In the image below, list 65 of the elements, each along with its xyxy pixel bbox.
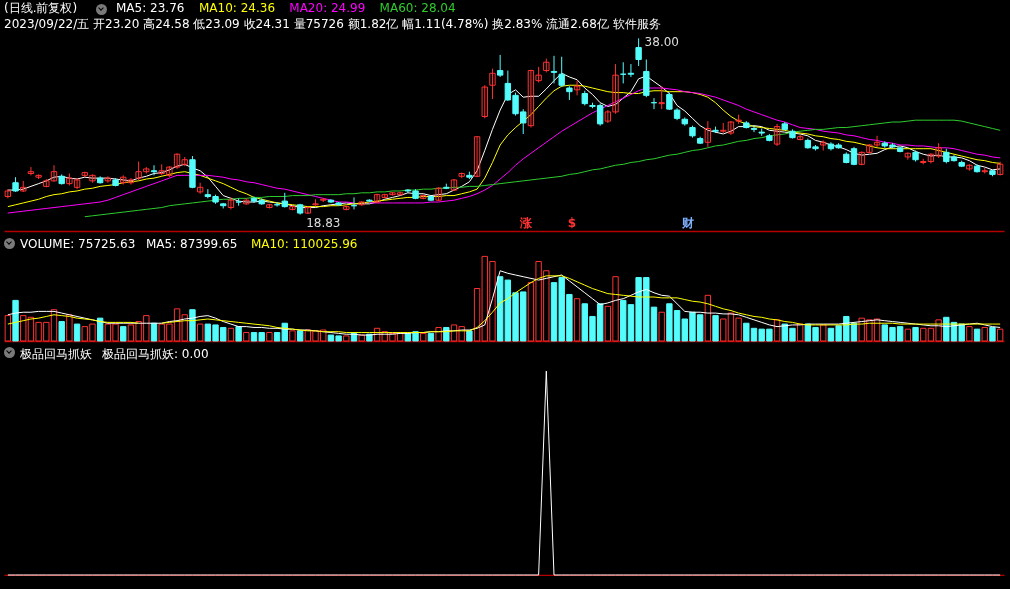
candlestick [558, 56, 565, 88]
bar [120, 326, 127, 342]
chart-subtitle: 2023/09/22/五 开23.20 高24.58 低23.09 收24.31 量75726 额1.82亿 幅1.11(4.78%) 换2.83% 流通2.68亿 软件服务 [4, 17, 661, 31]
text: 财 [681, 216, 694, 230]
bar [996, 328, 1004, 342]
candlestick [704, 120, 712, 148]
candlestick [481, 84, 488, 119]
candlestick [550, 55, 558, 84]
bar [435, 326, 442, 342]
bar [227, 327, 235, 342]
text: MA60: 28.04 [379, 1, 456, 15]
bar [496, 276, 504, 342]
bar [989, 326, 996, 342]
bar [150, 322, 158, 342]
bar [58, 321, 65, 342]
candlestick [627, 63, 635, 78]
candlestick [227, 196, 235, 210]
candlestick [573, 80, 581, 96]
candlestick [658, 85, 665, 110]
bar [820, 324, 827, 342]
text: 18.83 [306, 215, 341, 230]
bar [981, 326, 988, 342]
chart-title: VOLUME: 75725.63 [20, 237, 136, 251]
candlestick [643, 59, 650, 98]
bar [343, 335, 350, 342]
bar [73, 323, 81, 342]
annotation: 38.00 [644, 35, 679, 50]
bar [196, 323, 204, 342]
bar [658, 311, 665, 342]
candlestick [27, 166, 35, 176]
text: MA5: 87399.65 [146, 237, 238, 251]
text: $ [567, 216, 577, 230]
candlestick [773, 123, 781, 147]
candlestick [496, 54, 504, 78]
bar [243, 332, 250, 342]
candlestick [473, 136, 481, 178]
chart-title: 极品回马抓妖 [19, 347, 92, 361]
bar [912, 326, 919, 342]
bar [466, 330, 473, 342]
candlestick [150, 164, 158, 176]
chart-title: (日线.前复权) [4, 1, 78, 15]
bar [904, 328, 912, 342]
text: 极品回马抓妖: 0.00 [101, 347, 209, 361]
candlestick [450, 178, 458, 192]
bar [712, 315, 719, 342]
bar [420, 332, 427, 342]
candlestick [635, 37, 642, 67]
bar [289, 330, 296, 342]
bar [4, 315, 12, 342]
bar [573, 298, 581, 342]
text: 涨 [519, 216, 533, 230]
bar [973, 328, 981, 342]
bar [266, 332, 273, 342]
candlestick [750, 125, 758, 133]
bar [235, 326, 242, 342]
bar [66, 314, 73, 342]
text: MA10: 110025.96 [250, 237, 358, 251]
text: MA5: 23.76 [116, 1, 185, 15]
text: MA10: 24.36 [199, 1, 276, 15]
text: MA20: 24.99 [289, 1, 366, 15]
bar [12, 299, 19, 342]
candlestick [489, 68, 496, 100]
bar [427, 332, 435, 342]
bar [966, 326, 973, 342]
bar [296, 330, 304, 342]
